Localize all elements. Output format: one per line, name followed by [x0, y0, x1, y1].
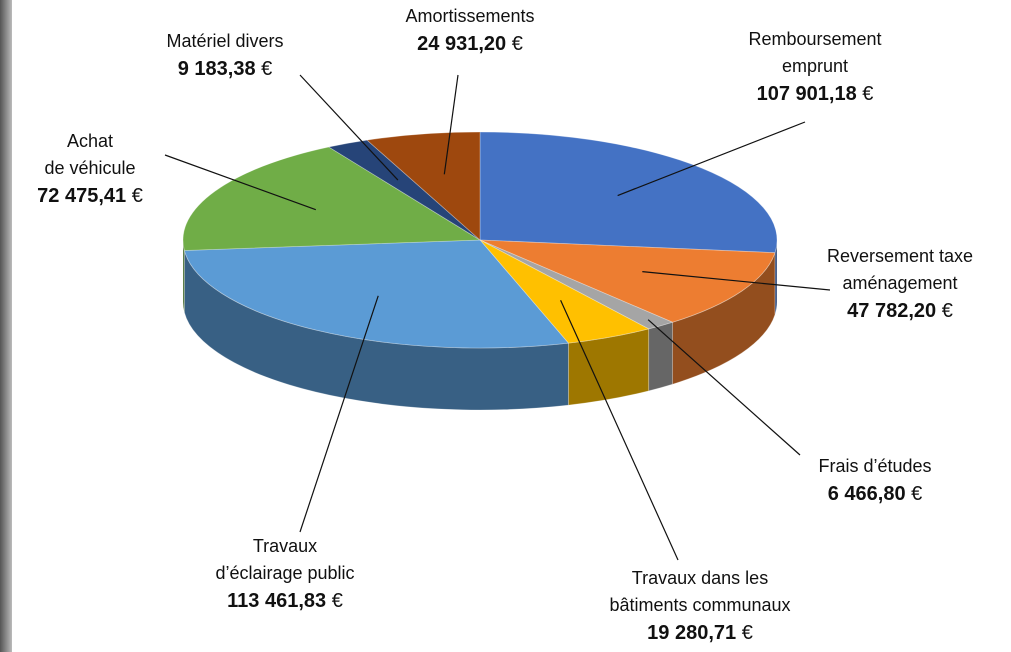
value-label: 24 931,20 € — [417, 33, 523, 55]
slice-label: Travaux d’éclairage public — [215, 536, 354, 583]
slice-label: Remboursement emprunt — [748, 29, 881, 76]
leader-line — [299, 74, 399, 181]
slice — [183, 239, 570, 349]
value-label: 72 475,41 € — [37, 185, 143, 207]
value-label: 47 782,20 € — [847, 300, 953, 322]
left-edge — [0, 0, 12, 652]
slice-label: Achat de véhicule — [44, 131, 135, 178]
slice — [327, 139, 481, 241]
value-label: 113 461,83 € — [227, 590, 343, 612]
slice — [182, 146, 482, 251]
slice-label: Reversement taxe aménagement — [827, 246, 973, 293]
slice — [479, 239, 776, 323]
slice-label: Matériel divers — [166, 31, 283, 51]
slice-label: Frais d’études — [818, 456, 931, 476]
value-label: 6 466,80 € — [828, 483, 923, 505]
slice — [479, 239, 674, 330]
leader-line — [560, 299, 679, 561]
value-label: 107 901,18 € — [757, 83, 874, 105]
leader-line — [642, 271, 831, 291]
slice-label: Travaux dans les bâtiments communaux — [609, 568, 790, 615]
slice — [366, 131, 481, 241]
leader-line — [443, 74, 459, 175]
value-label: 9 183,38 € — [178, 58, 273, 80]
value-label: 19 280,71 € — [647, 622, 753, 644]
slice — [479, 239, 650, 344]
leader-line — [647, 319, 801, 456]
leader-line — [299, 295, 379, 533]
slice — [479, 131, 778, 254]
leader-line — [164, 154, 317, 211]
slice-side — [648, 321, 673, 392]
slice-label: Amortissements — [405, 6, 534, 26]
leader-line — [617, 121, 806, 197]
